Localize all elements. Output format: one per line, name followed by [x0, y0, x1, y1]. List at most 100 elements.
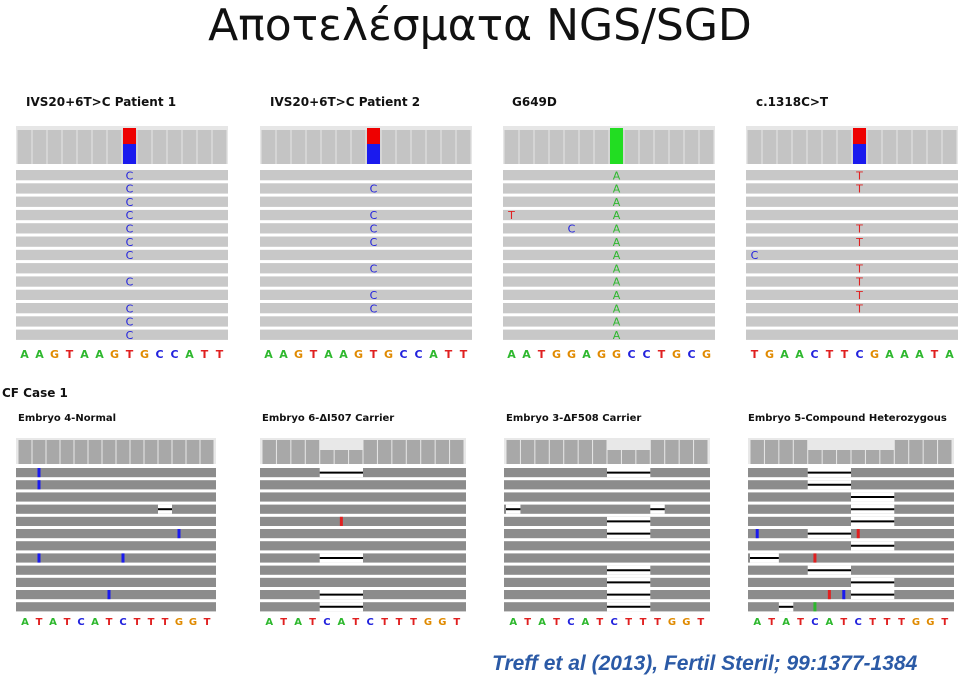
variant-call: C: [126, 209, 134, 222]
coverage-bar: [779, 440, 793, 464]
coverage-bar: [212, 130, 227, 164]
read-row: [16, 480, 216, 490]
coverage-bar: [822, 450, 837, 464]
reference-base: T: [64, 617, 71, 628]
read-row: [260, 263, 472, 274]
reference-base: T: [445, 348, 453, 361]
reference-base: A: [324, 348, 333, 361]
reference-base: C: [155, 348, 163, 361]
read-row: [16, 504, 216, 514]
coverage-bar: [867, 130, 882, 164]
variant-call: C: [126, 223, 134, 236]
coverage-bar: [882, 130, 897, 164]
coverage-bar: [363, 440, 377, 464]
read-row: [504, 492, 710, 502]
reference-base: T: [869, 617, 876, 628]
reference-base: A: [753, 617, 761, 628]
variant-call: C: [370, 262, 378, 275]
mismatch-mark: [856, 529, 860, 539]
reference-base: C: [399, 348, 407, 361]
reference-base: T: [596, 617, 603, 628]
reference-base: T: [352, 617, 359, 628]
read-row: [260, 223, 472, 234]
coverage-bar: [32, 440, 46, 464]
coverage-bar: [107, 130, 122, 164]
variant-call: C: [126, 329, 134, 342]
coverage-bar: [807, 130, 822, 164]
read-row: [16, 209, 228, 221]
read-row: [746, 263, 958, 274]
coverage-bar: [777, 130, 792, 164]
coverage-bar: [421, 440, 435, 464]
reference-base: T: [204, 617, 211, 628]
read-row: [503, 316, 715, 327]
reference-base: T: [370, 348, 378, 361]
coverage-bar: [392, 440, 406, 464]
mismatch-mark: [813, 553, 817, 563]
coverage-bar: [593, 440, 607, 464]
reference-base: A: [885, 348, 894, 361]
variant-call: C: [370, 302, 378, 315]
read-row: [16, 170, 228, 181]
reference-base: A: [780, 348, 789, 361]
read-row: [16, 236, 228, 247]
coverage-bar: [897, 130, 912, 164]
read-row: [260, 316, 472, 327]
coverage-bar: [262, 440, 276, 464]
panel-label-ivs20-patient-1: IVS20+6T>C Patient 1: [26, 95, 177, 109]
mismatch-mark: [813, 602, 817, 612]
reference-base: T: [538, 348, 546, 361]
reference-base: G: [175, 617, 183, 628]
coverage-alt-lower: [853, 144, 866, 164]
coverage-bar: [837, 450, 851, 464]
reference-base: T: [553, 617, 560, 628]
coverage-bar: [684, 130, 699, 164]
reference-base: G: [702, 348, 711, 361]
read-row: [503, 289, 715, 300]
reference-base: C: [323, 617, 330, 628]
read-row: [16, 577, 216, 587]
reference-base: G: [384, 348, 393, 361]
section-label-cf-case-1: CF Case 1: [2, 386, 68, 400]
variant-call: C: [370, 223, 378, 236]
reference-base: T: [134, 617, 141, 628]
reference-base: C: [855, 617, 862, 628]
coverage-bar: [200, 440, 214, 464]
read-row: [16, 590, 216, 600]
reference-base: A: [279, 348, 288, 361]
read-row: [260, 170, 472, 181]
variant-call: C: [126, 183, 134, 196]
coverage-bar: [74, 440, 88, 464]
reference-base: G: [672, 348, 681, 361]
reference-base: C: [367, 617, 374, 628]
coverage-bar: [291, 440, 305, 464]
coverage-bar: [77, 130, 92, 164]
read-row: [260, 303, 472, 314]
coverage-bar: [130, 440, 144, 464]
reference-base: T: [640, 617, 647, 628]
mismatch-mark: [339, 516, 343, 526]
coverage-bar: [822, 130, 837, 164]
reference-base: T: [310, 348, 318, 361]
reference-base: T: [106, 617, 113, 628]
read-row: [503, 263, 715, 274]
read-row: [260, 516, 466, 526]
coverage-bar: [62, 130, 77, 164]
coverage-bar: [102, 440, 116, 464]
reference-base: T: [126, 348, 134, 361]
coverage-bar: [334, 450, 349, 464]
reference-base: T: [751, 348, 759, 361]
reference-base: A: [581, 617, 589, 628]
coverage-bar: [650, 440, 665, 464]
coverage-bar: [851, 450, 865, 464]
variant-call: A: [613, 289, 621, 302]
reference-base: C: [77, 617, 84, 628]
reference-base: T: [36, 617, 43, 628]
reference-base: G: [354, 348, 363, 361]
read-row: [746, 236, 958, 247]
reference-base: T: [460, 348, 468, 361]
read-row: [503, 236, 715, 247]
reference-base: T: [658, 348, 666, 361]
coverage-bar: [144, 440, 158, 464]
